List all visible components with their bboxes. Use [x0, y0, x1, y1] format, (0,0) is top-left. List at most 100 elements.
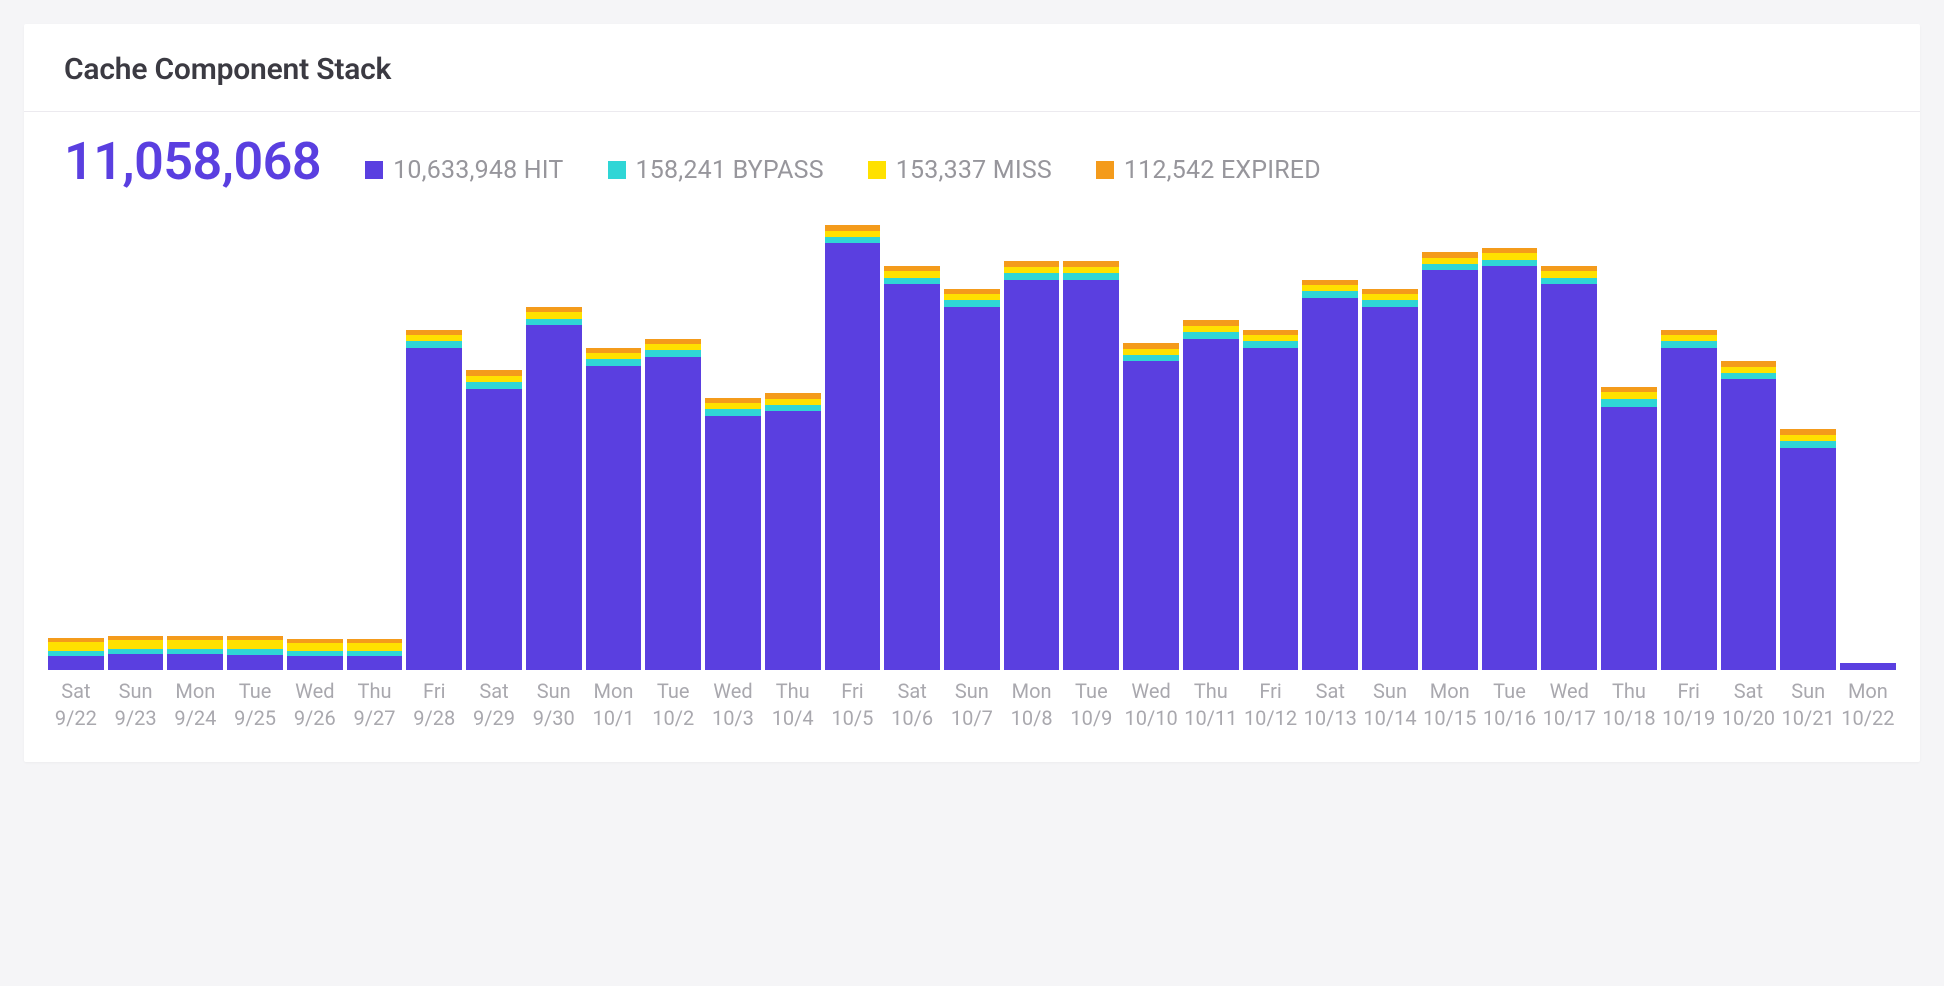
- x-date-label: 10/7: [944, 705, 1000, 732]
- bar-column[interactable]: [1780, 216, 1836, 676]
- bar-segment-hit: [1840, 663, 1896, 670]
- x-axis-label: Fri10/19: [1661, 678, 1717, 732]
- bar-column[interactable]: [1243, 216, 1299, 676]
- bar-segment-hit: [1721, 379, 1777, 670]
- bar-column[interactable]: [526, 216, 582, 676]
- bar-segment-hit: [1302, 298, 1358, 670]
- bar-stack: [1482, 216, 1538, 670]
- x-day-label: Thu: [1601, 678, 1657, 705]
- x-axis-label: Tue10/16: [1482, 678, 1538, 732]
- x-day-label: Sat: [48, 678, 104, 705]
- bar-column[interactable]: [287, 216, 343, 676]
- bar-column[interactable]: [167, 216, 223, 676]
- x-date-label: 10/20: [1721, 705, 1777, 732]
- x-date-label: 10/13: [1302, 705, 1358, 732]
- x-date-label: 9/29: [466, 705, 522, 732]
- x-axis-label: Mon9/24: [167, 678, 223, 732]
- x-day-label: Sat: [1302, 678, 1358, 705]
- bar-column[interactable]: [1004, 216, 1060, 676]
- bar-column[interactable]: [1362, 216, 1418, 676]
- x-axis-label: Sat9/22: [48, 678, 104, 732]
- legend-item-miss[interactable]: 153,337 MISS: [868, 156, 1052, 185]
- x-axis-label: Thu10/11: [1183, 678, 1239, 732]
- x-day-label: Fri: [1661, 678, 1717, 705]
- bar-column[interactable]: [1422, 216, 1478, 676]
- bar-column[interactable]: [1123, 216, 1179, 676]
- bar-stack: [347, 216, 403, 670]
- bar-stack: [167, 216, 223, 670]
- x-day-label: Thu: [765, 678, 821, 705]
- x-day-label: Sat: [884, 678, 940, 705]
- bar-segment-hit: [1362, 307, 1418, 670]
- bar-segment-miss: [48, 642, 104, 651]
- x-day-label: Sat: [1721, 678, 1777, 705]
- x-day-label: Sun: [526, 678, 582, 705]
- bar-segment-hit: [586, 366, 642, 670]
- bar-column[interactable]: [1541, 216, 1597, 676]
- bar-stack: [765, 216, 821, 670]
- bar-column[interactable]: [466, 216, 522, 676]
- bar-stack: [48, 216, 104, 670]
- x-day-label: Sun: [1362, 678, 1418, 705]
- x-date-label: 10/1: [586, 705, 642, 732]
- x-date-label: 10/22: [1840, 705, 1896, 732]
- legend: 10,633,948 HIT 158,241 BYPASS 153,337 MISS…: [365, 156, 1321, 185]
- bar-stack: [526, 216, 582, 670]
- x-day-label: Thu: [1183, 678, 1239, 705]
- x-day-label: Tue: [645, 678, 701, 705]
- bar-column[interactable]: [825, 216, 881, 676]
- x-axis-label: Tue10/9: [1063, 678, 1119, 732]
- bar-column[interactable]: [586, 216, 642, 676]
- legend-item-expired[interactable]: 112,542 EXPIRED: [1096, 156, 1321, 185]
- x-date-label: 10/14: [1362, 705, 1418, 732]
- x-date-label: 9/26: [287, 705, 343, 732]
- bar-segment-hit: [1243, 348, 1299, 670]
- bar-column[interactable]: [347, 216, 403, 676]
- bar-stack: [884, 216, 940, 670]
- bar-stack: [1183, 216, 1239, 670]
- bar-segment-hit: [1004, 280, 1060, 670]
- x-axis-label: Sun9/23: [108, 678, 164, 732]
- bar-column[interactable]: [48, 216, 104, 676]
- bar-column[interactable]: [705, 216, 761, 676]
- bar-column[interactable]: [1063, 216, 1119, 676]
- bar-column[interactable]: [1721, 216, 1777, 676]
- bar-stack: [287, 216, 343, 670]
- legend-swatch-icon: [608, 161, 626, 179]
- x-day-label: Fri: [825, 678, 881, 705]
- bar-stack: [466, 216, 522, 670]
- x-day-label: Sun: [1780, 678, 1836, 705]
- bar-segment-hit: [884, 284, 940, 670]
- x-date-label: 9/22: [48, 705, 104, 732]
- legend-text: 112,542 EXPIRED: [1124, 156, 1321, 185]
- bar-column[interactable]: [765, 216, 821, 676]
- legend-item-hit[interactable]: 10,633,948 HIT: [365, 156, 563, 185]
- bar-stack: [1004, 216, 1060, 670]
- bar-column[interactable]: [944, 216, 1000, 676]
- x-date-label: 10/9: [1063, 705, 1119, 732]
- x-date-label: 9/23: [108, 705, 164, 732]
- bar-column[interactable]: [1601, 216, 1657, 676]
- bar-segment-hit: [1123, 361, 1179, 670]
- bar-column[interactable]: [227, 216, 283, 676]
- bar-column[interactable]: [884, 216, 940, 676]
- bar-column[interactable]: [1183, 216, 1239, 676]
- bar-column[interactable]: [1661, 216, 1717, 676]
- x-day-label: Sun: [108, 678, 164, 705]
- bar-segment-hit: [1482, 266, 1538, 670]
- bar-stack: [1123, 216, 1179, 670]
- x-axis-label: Mon10/22: [1840, 678, 1896, 732]
- bar-column[interactable]: [645, 216, 701, 676]
- bar-column[interactable]: [1302, 216, 1358, 676]
- bar-column[interactable]: [1840, 216, 1896, 676]
- bar-stack: [1840, 216, 1896, 670]
- legend-item-bypass[interactable]: 158,241 BYPASS: [608, 156, 824, 185]
- bar-column[interactable]: [108, 216, 164, 676]
- x-day-label: Tue: [227, 678, 283, 705]
- x-axis-label: Sun10/7: [944, 678, 1000, 732]
- x-day-label: Sun: [944, 678, 1000, 705]
- bar-column[interactable]: [1482, 216, 1538, 676]
- bar-column[interactable]: [406, 216, 462, 676]
- bar-segment-hit: [227, 655, 283, 670]
- x-axis-label: Thu9/27: [347, 678, 403, 732]
